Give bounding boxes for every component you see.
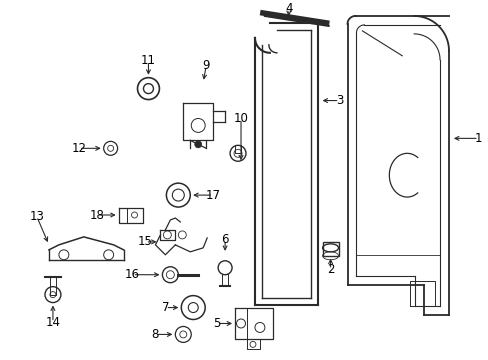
Text: 18: 18	[89, 208, 104, 221]
Text: 13: 13	[29, 211, 44, 224]
Text: 8: 8	[151, 328, 159, 341]
Text: 14: 14	[45, 316, 61, 329]
Text: 6: 6	[221, 233, 228, 246]
Text: 16: 16	[125, 268, 140, 281]
Text: 3: 3	[335, 94, 343, 107]
Text: 5: 5	[213, 317, 221, 330]
Text: 4: 4	[285, 3, 292, 15]
Text: 12: 12	[71, 142, 86, 155]
Circle shape	[194, 141, 201, 148]
Text: 15: 15	[138, 235, 153, 248]
Text: 11: 11	[141, 54, 156, 67]
Text: 17: 17	[205, 189, 220, 202]
Text: 2: 2	[326, 263, 334, 276]
Text: 10: 10	[233, 112, 248, 125]
Text: 7: 7	[162, 301, 169, 314]
Text: 9: 9	[202, 59, 209, 72]
Bar	[322, 242, 338, 256]
Text: 1: 1	[474, 132, 482, 145]
